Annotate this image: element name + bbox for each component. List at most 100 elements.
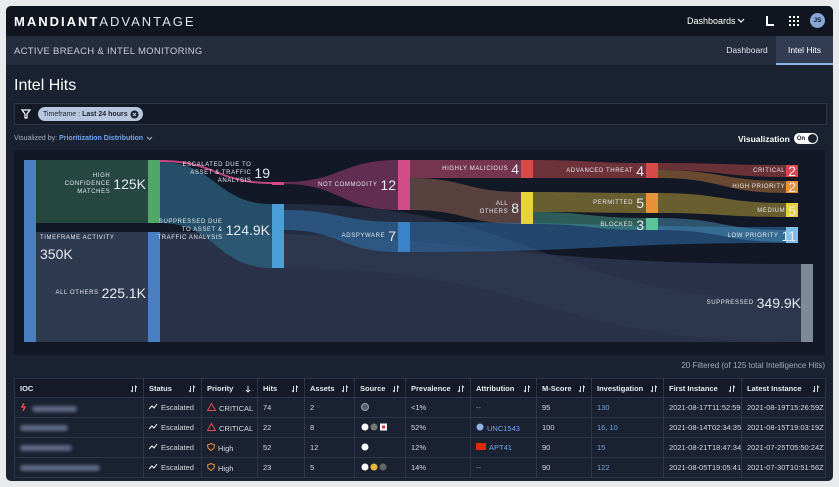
hits-cell: 74	[257, 397, 305, 418]
investigation[interactable]: 122	[597, 463, 610, 472]
prevalence: 52%	[411, 423, 427, 432]
page-title: Intel Hits	[14, 77, 77, 94]
sort-icon[interactable]	[812, 384, 820, 393]
sankey-node	[398, 222, 410, 252]
tab[interactable]: Dashboard	[726, 45, 768, 55]
prevalence-cell: 52%	[405, 417, 471, 438]
column-title: Latest Instance	[747, 383, 802, 393]
source-cell	[354, 457, 406, 478]
sort-icon[interactable]	[392, 384, 400, 393]
source-cell	[354, 397, 406, 418]
trend-icon	[148, 443, 158, 450]
investigation[interactable]: 15	[597, 443, 606, 452]
avatar[interactable]: JS	[810, 13, 825, 28]
visualized-by[interactable]: Visualized by: Prioritization Distributio…	[14, 135, 154, 142]
sort-icon[interactable]	[523, 384, 531, 393]
sankey-flow	[658, 163, 786, 177]
sankey-flow	[533, 160, 646, 178]
remove-icon[interactable]	[130, 110, 139, 119]
attribution[interactable]: UNC1543	[487, 423, 520, 433]
priority: CRITICAL	[219, 403, 254, 413]
dashboards-menu[interactable]: Dashboards	[687, 16, 746, 26]
node-value: 5	[788, 203, 796, 219]
high-icon	[206, 462, 216, 471]
investigation[interactable]: 130	[597, 403, 610, 412]
sort-icon[interactable]	[291, 384, 299, 393]
sankey-flow	[160, 160, 272, 184]
first-instance: 2021-08-14T02:34:35Z	[669, 423, 742, 432]
node-label: SUPPRESSED 349.9K	[707, 294, 801, 312]
column-title: Prevalence	[411, 383, 451, 393]
sankey-flow	[36, 232, 148, 342]
node-value: 349.9K	[756, 295, 801, 311]
table-row[interactable]: Escalated CRITICAL 74 2 <1% -- 95 130 2021-08-17…	[14, 397, 826, 418]
sort-icon[interactable]	[341, 384, 349, 393]
column-header[interactable]: Attribution	[470, 378, 537, 398]
hits: 74	[263, 403, 272, 412]
filter-chip[interactable]: Timeframe : Last 24 hours	[38, 107, 143, 121]
sort-icon[interactable]	[578, 384, 586, 393]
column-header[interactable]: Investigation	[591, 378, 664, 398]
table-row[interactable]: Escalated CRITICAL 22 8 52% UNC1543 100 16, 10 2…	[14, 417, 826, 438]
sort-icon[interactable]	[728, 384, 736, 393]
toggle[interactable]: On	[793, 133, 818, 144]
investigation[interactable]: 16, 10	[597, 423, 618, 432]
node-name: BLOCKED	[600, 222, 634, 228]
node-name: HIGH PRIORITY	[732, 184, 786, 190]
column-header[interactable]: Source	[354, 378, 406, 398]
sankey-flow	[284, 160, 398, 210]
assets: 8	[310, 423, 315, 432]
sankey-node	[521, 192, 533, 224]
node-name: NOT COMMODITY	[318, 182, 378, 188]
visualization-toggle[interactable]: Visualization On	[738, 133, 818, 144]
status-cell: Escalated	[143, 437, 202, 458]
node-name: HIGH CONFIDENCE MATCHES	[64, 173, 111, 195]
bell-icon[interactable]	[764, 14, 778, 28]
column-header[interactable]: First Instance	[663, 378, 742, 398]
sankey-flow	[533, 212, 646, 230]
column-header[interactable]: Prevalence	[405, 378, 471, 398]
toggle-label: Visualization	[738, 133, 790, 144]
node-label: ALL OTHERS 225.1K	[56, 284, 147, 302]
filter-icon[interactable]	[21, 109, 31, 119]
attribution[interactable]: --	[476, 403, 481, 412]
prevalence: <1%	[411, 403, 427, 412]
high-icon	[206, 442, 216, 451]
chip-value: Last 24 hours	[82, 110, 128, 118]
column-header[interactable]: Hits	[257, 378, 305, 398]
redacted-ioc	[20, 465, 100, 472]
sort-icon[interactable]	[244, 385, 252, 393]
node-value: 125K	[113, 176, 146, 192]
sort-icon[interactable]	[457, 384, 465, 393]
sort-icon[interactable]	[188, 384, 196, 393]
hits: 23	[263, 463, 272, 472]
sort-icon[interactable]	[650, 384, 658, 393]
priority-cell: High	[201, 437, 258, 458]
brand: MANDIANT	[14, 14, 100, 29]
sankey-node	[24, 160, 36, 342]
sankey-node	[801, 264, 813, 342]
table-row[interactable]: Escalated High 23 5 14% -- 90 122 2021-08-05T19:…	[14, 457, 826, 478]
prevalence: 14%	[411, 463, 427, 472]
attribution[interactable]: --	[476, 463, 481, 472]
column-title: M-Score	[542, 383, 572, 393]
node-label: ADVANCED THREAT 4	[566, 162, 644, 180]
column-header[interactable]: IOC	[14, 378, 144, 398]
node-label: HIGHLY MALICIOUS 4	[442, 160, 519, 178]
tab-active[interactable]: Intel Hits	[776, 36, 833, 65]
table-row[interactable]: Escalated High 52 12 12% APT41 90 15 2021-08-21T…	[14, 437, 826, 458]
table-wrap: IOC Status Priority Hits Assets Source Prevale…	[14, 378, 826, 478]
column-header[interactable]: Latest Instance	[741, 378, 826, 398]
sort-icon[interactable]	[130, 384, 138, 393]
column-header[interactable]: Status	[143, 378, 202, 398]
m-score: 95	[542, 403, 551, 412]
chevron	[737, 18, 744, 23]
investigation-cell: 130	[591, 397, 664, 418]
apps-icon[interactable]	[788, 15, 800, 27]
column-header[interactable]: Priority	[201, 378, 258, 398]
attribution[interactable]: APT41	[489, 443, 512, 452]
column-header[interactable]: Assets	[304, 378, 355, 398]
sankey-node	[272, 204, 284, 268]
column-header[interactable]: M-Score	[536, 378, 592, 398]
node-name: ADVANCED THREAT	[566, 168, 634, 174]
